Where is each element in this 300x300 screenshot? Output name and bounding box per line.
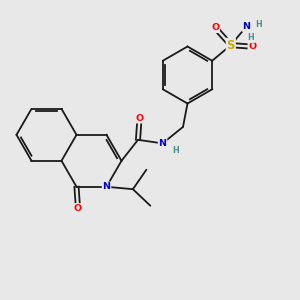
Text: O: O: [74, 204, 82, 213]
Text: H: H: [256, 20, 262, 29]
Text: S: S: [226, 39, 235, 52]
Text: N: N: [159, 139, 167, 148]
Text: O: O: [211, 23, 219, 32]
Text: O: O: [248, 42, 256, 51]
Text: H: H: [248, 34, 254, 43]
Text: N: N: [242, 22, 250, 31]
Text: O: O: [135, 114, 144, 123]
Text: N: N: [103, 182, 110, 191]
Text: H: H: [173, 146, 179, 155]
